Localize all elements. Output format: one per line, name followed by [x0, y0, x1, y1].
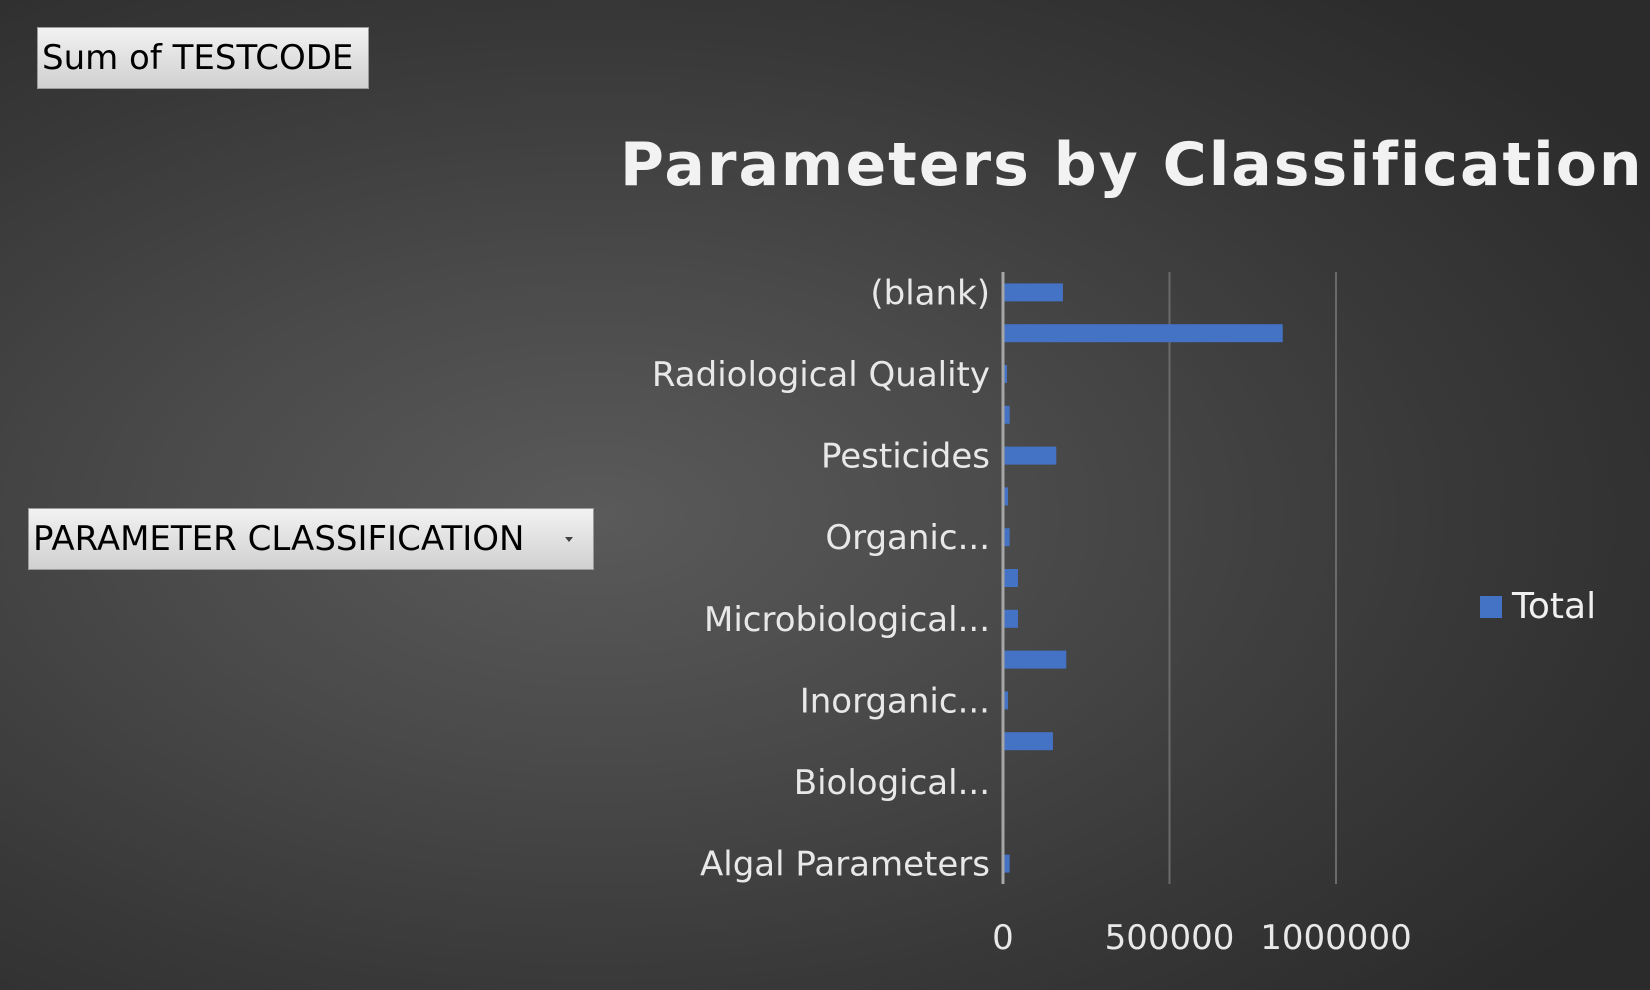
- bar-7: [1003, 569, 1018, 587]
- chart-title: Parameters by Classification: [620, 130, 1644, 200]
- x-tick-label-0: 0: [992, 918, 1014, 958]
- bar-14: [1003, 283, 1063, 302]
- legend-label-total: Total: [1512, 586, 1597, 627]
- legend-swatch-total: [1480, 595, 1502, 618]
- category-label-0: Algal Parameters: [700, 845, 990, 885]
- bar-4: [1003, 691, 1008, 710]
- bar-13: [1003, 324, 1283, 343]
- chart-legend: Total: [1480, 586, 1596, 627]
- category-label-10: Pesticides: [821, 437, 990, 477]
- bar-9: [1003, 487, 1008, 506]
- bar-0: [1003, 854, 1010, 873]
- category-label-6: Microbiological...: [704, 600, 990, 640]
- bar-5: [1003, 650, 1067, 669]
- category-label-2: Biological...: [794, 763, 990, 803]
- bar-3: [1003, 732, 1053, 751]
- x-tick-label-2: 1000000: [1260, 918, 1411, 958]
- bar-10: [1003, 446, 1057, 465]
- category-label-4: Inorganic...: [800, 681, 990, 721]
- x-tick-label-1: 500000: [1105, 918, 1235, 958]
- category-label-12: Radiological Quality: [652, 355, 990, 395]
- category-label-14: (blank): [870, 273, 990, 313]
- value-field-button[interactable]: Sum of TESTCODE: [37, 27, 369, 89]
- bar-8: [1003, 528, 1010, 547]
- dropdown-arrow-icon[interactable]: [565, 537, 573, 542]
- axis-field-label: PARAMETER CLASSIFICATION: [33, 519, 525, 559]
- bar-12: [1003, 365, 1007, 383]
- category-label-8: Organic...: [825, 518, 990, 558]
- bar-11: [1003, 405, 1010, 424]
- axis-field-button[interactable]: PARAMETER CLASSIFICATION: [28, 508, 594, 570]
- bar-6: [1003, 609, 1018, 628]
- value-field-label: Sum of TESTCODE: [42, 38, 354, 78]
